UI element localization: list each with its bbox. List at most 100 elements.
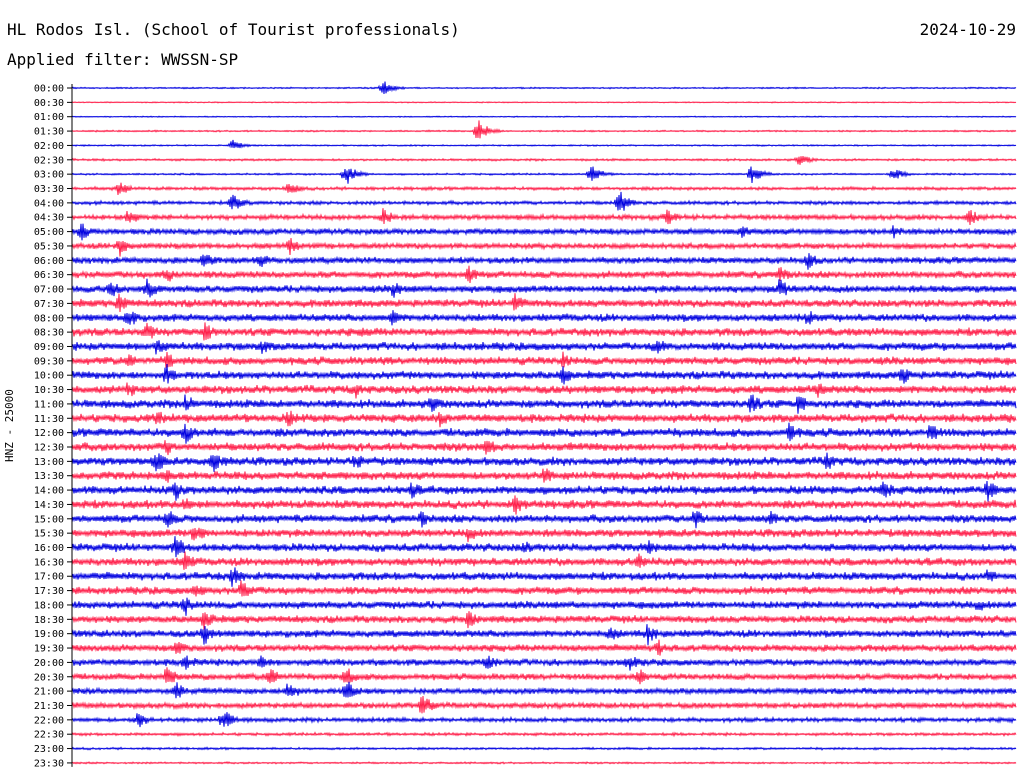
y-tick-label: 14:00 [34,486,64,497]
y-tick-label: 20:00 [34,658,64,669]
trace-line [71,480,1017,502]
trace-line [71,382,1017,399]
trace-line [71,667,1017,685]
y-tick-label: 01:30 [34,127,64,138]
y-tick-label: 10:00 [34,371,64,382]
tick-group: 00:00 00:30 01:00 01:30 02:00 02:30 03:00 03:30… [34,84,72,769]
trace-line [71,322,1017,341]
trace-line [71,293,1017,313]
trace-line [71,510,1017,529]
y-tick-label: 11:00 [34,399,64,410]
y-tick-label: 03:30 [34,184,64,195]
y-tick-label: 05:00 [34,227,64,238]
y-tick-label: 10:30 [34,385,64,396]
trace-line [71,208,1017,226]
trace-line [71,340,1017,355]
trace-line [71,223,1017,241]
y-tick-label: 02:30 [34,155,64,166]
y-tick-label: 02:00 [34,141,64,152]
trace-line [71,731,1017,738]
trace-line [71,551,1017,570]
y-tick-label: 22:00 [34,715,64,726]
trace-line [71,410,1017,428]
y-tick-label: 12:00 [34,428,64,439]
y-tick-label: 20:30 [34,672,64,683]
y-tick-label: 15:00 [34,514,64,525]
y-tick-label: 13:30 [34,471,64,482]
trace-line [71,166,1017,184]
trace-line [71,452,1017,472]
trace-line [71,191,1017,211]
y-tick-label: 08:30 [34,328,64,339]
trace-line [71,310,1017,326]
trace-line [71,278,1017,298]
trace-line [71,712,1017,728]
trace-line [71,695,1017,714]
y-tick-label: 06:00 [34,256,64,267]
y-tick-label: 16:00 [34,543,64,554]
trace-line [71,253,1017,270]
record-date: 2024-10-29 [919,20,1016,39]
y-tick-label: 00:00 [34,84,64,95]
trace-line [71,580,1017,597]
y-tick-label: 22:30 [34,730,64,741]
y-tick-label: 13:00 [34,457,64,468]
y-tick-label: 14:30 [34,500,64,511]
y-tick-label: 23:30 [34,758,64,769]
trace-line [71,597,1017,616]
y-tick-label: 23:00 [34,744,64,755]
y-tick-label: 00:30 [34,98,64,109]
trace-line [71,746,1017,752]
trace-line [71,115,1017,118]
y-tick-label: 03:00 [34,170,64,181]
trace-line [71,351,1017,368]
trace-line [71,182,1017,195]
trace-line [71,265,1017,284]
filter-label: Applied filter: WWSSN-SP [7,50,239,69]
trace-group [71,81,1017,765]
trace-line [71,567,1017,587]
y-tick-label: 21:30 [34,701,64,712]
trace-line [71,363,1017,385]
y-tick-label: 16:30 [34,557,64,568]
trace-line [71,81,1017,94]
y-tick-label: 06:30 [34,270,64,281]
y-tick-label: 15:30 [34,529,64,540]
y-tick-label: 21:00 [34,687,64,698]
y-tick-label: 18:00 [34,600,64,611]
trace-line [71,495,1017,515]
trace-line [71,120,1017,139]
y-tick-label: 17:00 [34,572,64,583]
trace-line [71,655,1017,671]
trace-line [71,237,1017,257]
y-tick-label: 19:00 [34,629,64,640]
trace-line [71,681,1017,699]
y-tick-label: 08:00 [34,313,64,324]
y-tick-label: 18:30 [34,615,64,626]
trace-line [71,139,1017,149]
y-tick-label: 09:00 [34,342,64,353]
trace-line [71,394,1017,414]
y-tick-label: 11:30 [34,414,64,425]
trace-line [71,639,1017,656]
trace-line [71,527,1017,543]
trace-line [71,156,1017,165]
y-tick-label: 19:30 [34,644,64,655]
y-tick-label: 05:30 [34,241,64,252]
trace-line [71,468,1017,483]
y-tick-label: 04:00 [34,198,64,209]
station-title: HL Rodos Isl. (School of Tourist profess… [7,20,460,39]
trace-line [71,440,1017,456]
trace-line [71,761,1017,765]
y-tick-label: 17:30 [34,586,64,597]
trace-line [71,101,1017,104]
y-tick-label: 07:30 [34,299,64,310]
trace-line [71,422,1017,444]
y-tick-label: 04:30 [34,213,64,224]
trace-line [71,611,1017,630]
y-tick-label: 12:30 [34,443,64,454]
y-tick-label: 07:00 [34,285,64,296]
trace-line [71,624,1017,646]
